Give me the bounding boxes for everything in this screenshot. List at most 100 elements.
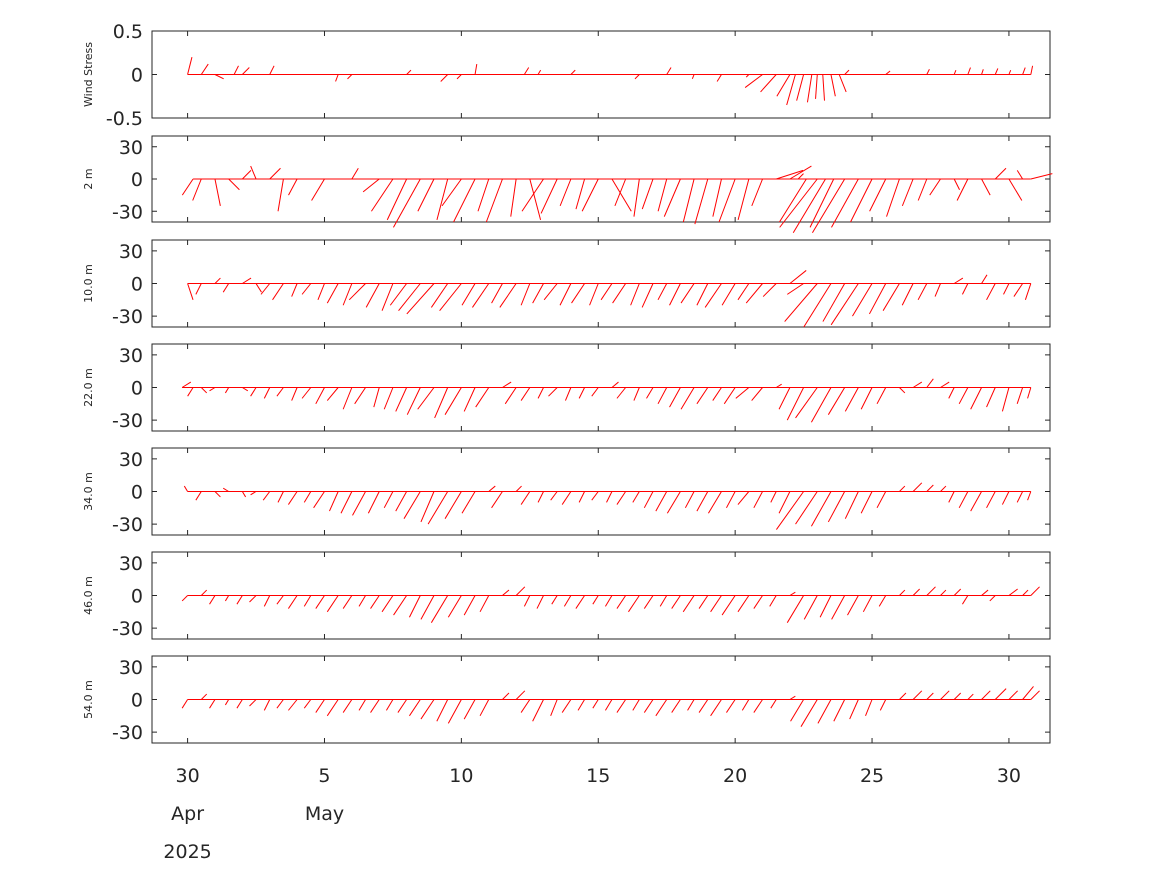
stick-vector (263, 595, 271, 607)
stick-vector (986, 491, 996, 509)
stick-vector (917, 178, 928, 201)
y-tick-label: 0 (131, 586, 143, 608)
stick-vector (358, 595, 366, 607)
stick-vector (347, 74, 353, 80)
stick-vector (1008, 588, 1018, 596)
stick-vector (409, 699, 421, 717)
stick-vector (862, 595, 873, 613)
y-tick-label: 30 (119, 657, 143, 679)
stick-vector (778, 387, 791, 410)
stick-vector (633, 178, 640, 217)
stick-vector (515, 690, 526, 700)
stick-vector (570, 69, 576, 75)
stick-vector (406, 387, 421, 415)
stick-vector (1022, 686, 1034, 700)
stick-vector (591, 387, 599, 397)
stick-vector (214, 74, 224, 80)
stick-vector (504, 387, 517, 405)
stick-vector (694, 178, 709, 225)
y-tick-label: -30 (112, 410, 143, 432)
y-tick-label: 0 (131, 274, 143, 296)
stick-vector (1027, 387, 1032, 399)
y-axis-label: 46.0 m (82, 576, 95, 615)
stick-vector (491, 283, 503, 304)
stick-vector (577, 699, 586, 711)
stick-vector (687, 699, 695, 711)
stick-vector (559, 178, 572, 207)
stick-vector (682, 595, 695, 613)
stick-vector (844, 491, 859, 519)
stick-vector (604, 699, 613, 711)
stick-vector (403, 491, 421, 519)
stick-vector (515, 485, 522, 492)
stick-vector (958, 491, 969, 509)
stick-vector (367, 491, 380, 514)
stick-vector (789, 165, 812, 180)
stick-vector (953, 178, 960, 190)
stick-vector (224, 595, 230, 602)
stick-vector (810, 491, 832, 527)
stick-vector (600, 283, 613, 301)
stick-vector (787, 283, 804, 295)
stick-vector (751, 178, 763, 207)
stick-vector (819, 595, 832, 618)
stick-vector (301, 387, 312, 399)
y-tick-label: -0.5 (106, 108, 143, 130)
stick-vector (260, 283, 271, 295)
stick-vector (616, 699, 627, 713)
stick-vector (657, 178, 668, 212)
stick-vector (575, 178, 586, 210)
stick-vector (589, 283, 599, 306)
stick-vector (776, 491, 805, 530)
stick-vector (643, 699, 654, 713)
stick-vector (420, 491, 435, 523)
stick-vector (510, 178, 517, 217)
stick-vector (417, 178, 435, 212)
stick-vector (479, 595, 490, 613)
stick-vector (228, 178, 240, 191)
stick-vector (669, 283, 681, 306)
stick-vector (948, 491, 955, 503)
stick-vector (970, 491, 982, 512)
x-tick-label: 30 (997, 765, 1021, 787)
stick-vector (430, 283, 449, 308)
stick-vector (994, 167, 1007, 180)
stick-vector (616, 491, 627, 505)
stick-vector (792, 178, 826, 234)
stick-vector (242, 277, 252, 284)
stick-vector (532, 283, 544, 304)
stick-vector (381, 283, 394, 311)
stick-vector (559, 283, 572, 306)
stick-vector (643, 491, 654, 509)
stick-vector (209, 595, 216, 605)
y-tick-label: 0 (131, 169, 143, 191)
stick-vector (578, 387, 586, 399)
stick-vector (691, 74, 695, 80)
stick-vector (1001, 491, 1010, 505)
stick-vector (682, 178, 695, 223)
stick-vector (287, 595, 298, 609)
stick-vector (776, 74, 791, 97)
stick-vector (797, 173, 804, 180)
stick-vector (704, 283, 722, 308)
stick-vector (745, 283, 763, 304)
stick-vector (392, 178, 421, 228)
stick-vector (838, 74, 847, 93)
stick-vector (737, 595, 750, 613)
y-tick-label: 0 (131, 690, 143, 712)
stick-vector (195, 491, 202, 501)
x-tick-label: 25 (860, 765, 884, 787)
y-tick-label: 30 (119, 137, 143, 159)
stick-vector (712, 178, 722, 217)
stick-vector (187, 283, 194, 300)
stick-vector (669, 387, 681, 408)
stick-vector (611, 381, 619, 388)
stick-vector (342, 699, 353, 713)
stick-vector (502, 589, 510, 596)
stick-vector (342, 595, 353, 609)
stick-vector (899, 485, 906, 492)
stick-vector (712, 387, 722, 401)
stick-vector (181, 178, 194, 196)
stick-vector (830, 283, 859, 326)
stick-vector (860, 491, 873, 514)
